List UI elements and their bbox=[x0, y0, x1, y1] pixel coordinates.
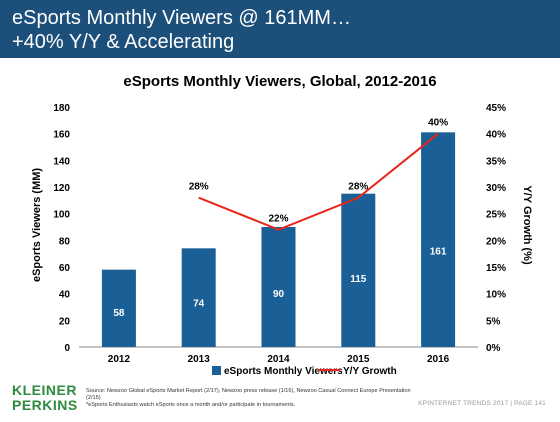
legend: eSports Monthly Viewers Y/Y Growth bbox=[212, 366, 397, 377]
source-note: Source: Newzoo Global eSports Market Rep… bbox=[86, 388, 416, 409]
bar-value-label: 74 bbox=[193, 299, 205, 310]
bars-layer: 58 74 90 115 161 bbox=[101, 132, 456, 347]
logo-line-1: KLEINER bbox=[12, 382, 77, 398]
y-tick-label: 120 bbox=[53, 183, 70, 194]
x-tick-label: 2013 bbox=[188, 354, 211, 365]
ticks-layer: 0 20 40 60 80 100 120 140 160 180 0% 5% 10% 15% 20% 25%… bbox=[53, 103, 506, 365]
y2-tick-label: 30% bbox=[486, 183, 506, 194]
x-tick-label: 2012 bbox=[108, 354, 131, 365]
source-line-1: Source: Newzoo Global eSports Market Rep… bbox=[86, 388, 411, 401]
bar-value-label: 58 bbox=[113, 308, 125, 319]
line-layer: 28% 22% 28% 40% bbox=[189, 118, 448, 231]
y2-tick-label: 45% bbox=[486, 103, 506, 114]
bar-2016 bbox=[421, 132, 456, 347]
chart-title: eSports Monthly Viewers, Global, 2012-20… bbox=[123, 73, 437, 90]
page-meta: KPINTERNET TRENDS 2017 | PAGE 141 bbox=[418, 400, 546, 407]
bar-2014 bbox=[261, 227, 296, 347]
y-tick-label: 140 bbox=[53, 156, 70, 167]
y-axis-title: eSports Viewers (MM) bbox=[31, 168, 43, 282]
growth-line bbox=[198, 132, 439, 231]
bar-value-label: 90 bbox=[273, 289, 285, 300]
growth-value-label: 28% bbox=[189, 182, 209, 193]
x-tick-label: 2015 bbox=[347, 354, 370, 365]
y-tick-label: 20 bbox=[59, 316, 71, 327]
source-line-2: *eSports Enthusiasts watch eSports once … bbox=[86, 402, 296, 408]
y2-tick-label: 0% bbox=[486, 343, 501, 354]
y-tick-label: 40 bbox=[59, 290, 71, 301]
growth-value-label: 40% bbox=[428, 118, 448, 129]
y2-tick-label: 35% bbox=[486, 156, 506, 167]
bar-2013 bbox=[181, 248, 216, 347]
growth-value-label: 22% bbox=[268, 214, 288, 225]
y-tick-label: 0 bbox=[64, 343, 70, 354]
y-tick-label: 60 bbox=[59, 263, 71, 274]
slide-header: eSports Monthly Viewers @ 161MM… +40% Y/… bbox=[0, 0, 560, 58]
y2-axis-title: Y/Y Growth (%) bbox=[521, 185, 533, 265]
legend-bar-label: eSports Monthly Viewers bbox=[224, 366, 343, 377]
y2-tick-label: 5% bbox=[486, 316, 501, 327]
slide-title-line-2: +40% Y/Y & Accelerating bbox=[12, 31, 235, 53]
y-tick-label: 80 bbox=[59, 236, 71, 247]
y2-tick-label: 10% bbox=[486, 290, 506, 301]
legend-line-label: Y/Y Growth bbox=[343, 366, 397, 377]
bar-value-label: 115 bbox=[350, 274, 367, 285]
x-tick-label: 2016 bbox=[427, 354, 450, 365]
slide-title-line-1: eSports Monthly Viewers @ 161MM… bbox=[12, 7, 351, 29]
y2-tick-label: 40% bbox=[486, 130, 506, 141]
bar-value-label: 161 bbox=[430, 246, 447, 257]
bar-2012 bbox=[101, 269, 136, 347]
legend-bar-swatch bbox=[212, 366, 221, 375]
y2-tick-label: 20% bbox=[486, 236, 506, 247]
y-tick-label: 180 bbox=[53, 103, 70, 114]
y-tick-label: 100 bbox=[53, 210, 70, 221]
logo-line-2: PERKINS bbox=[12, 397, 78, 413]
kleiner-perkins-logo: KLEINER PERKINS bbox=[12, 383, 78, 413]
growth-value-label: 28% bbox=[348, 182, 368, 193]
x-tick-label: 2014 bbox=[267, 354, 290, 365]
bar-2015 bbox=[341, 193, 376, 347]
y2-tick-label: 15% bbox=[486, 263, 506, 274]
y-tick-label: 160 bbox=[53, 130, 70, 141]
y2-tick-label: 25% bbox=[486, 210, 506, 221]
